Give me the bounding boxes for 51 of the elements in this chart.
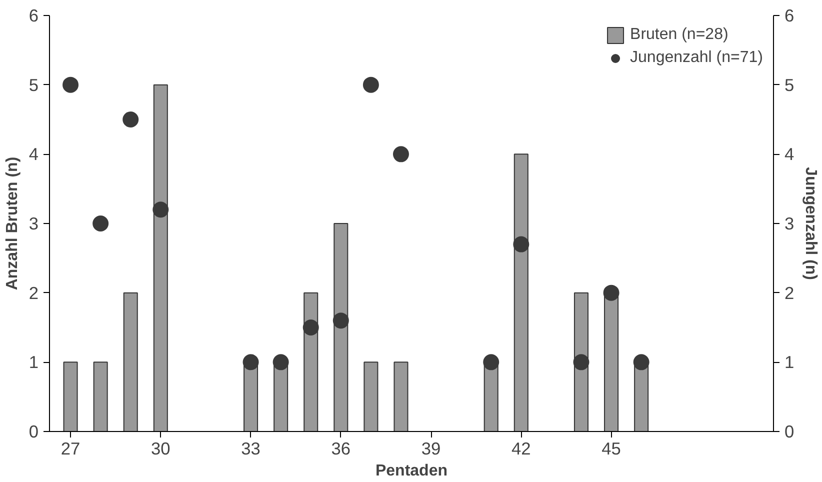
bar <box>304 292 318 432</box>
bar <box>574 292 588 432</box>
point <box>513 236 530 252</box>
y-tick-label: 5 <box>28 74 39 95</box>
x-tick-label: 33 <box>241 438 260 458</box>
point <box>603 284 620 301</box>
point <box>362 76 379 93</box>
bar <box>364 362 378 432</box>
x-tick-label: 39 <box>421 438 441 458</box>
y2-tick-label: 4 <box>784 144 794 164</box>
y-tick-label: 6 <box>28 6 39 26</box>
legend-label: Jungenzahl (n=71) <box>630 49 763 67</box>
point <box>152 202 169 218</box>
point <box>483 354 500 370</box>
y-tick-label: 3 <box>28 214 39 234</box>
point <box>573 354 590 370</box>
y2-tick-label: 5 <box>784 74 794 95</box>
bar <box>394 362 408 432</box>
point <box>332 312 349 329</box>
x-tick-label: 36 <box>331 438 351 458</box>
point <box>92 216 109 232</box>
bar <box>514 154 528 432</box>
bar <box>153 84 168 432</box>
point <box>272 354 289 370</box>
y-axis-title: Anzahl Bruten (n) <box>4 156 21 290</box>
point <box>302 320 319 336</box>
y-tick-label: 1 <box>28 352 39 372</box>
x-axis-title: Pentaden <box>375 462 448 480</box>
y2-tick-label: 1 <box>784 352 794 372</box>
bar <box>334 223 348 432</box>
x-tick-label: 45 <box>602 438 621 458</box>
y-tick-label: 0 <box>28 422 39 442</box>
y2-tick-label: 6 <box>784 6 794 26</box>
x-tick-label: 30 <box>151 438 170 458</box>
y2-tick-label: 0 <box>784 422 794 442</box>
y2-tick-label: 2 <box>784 282 794 303</box>
point <box>392 146 409 162</box>
bar <box>93 362 108 432</box>
y-tick-label: 2 <box>28 282 39 303</box>
bar <box>63 362 78 432</box>
point <box>633 354 650 370</box>
legend-label: Bruten (n=28) <box>630 26 728 44</box>
point <box>242 354 259 370</box>
y2-axis-title: Jungenzahl (n) <box>802 167 820 280</box>
x-tick-label: 27 <box>60 438 80 458</box>
point <box>122 112 139 128</box>
y-tick-label: 4 <box>28 144 39 164</box>
y2-tick-label: 3 <box>784 214 794 234</box>
bar <box>123 292 138 432</box>
x-tick-label: 42 <box>512 438 531 458</box>
point <box>62 76 79 93</box>
